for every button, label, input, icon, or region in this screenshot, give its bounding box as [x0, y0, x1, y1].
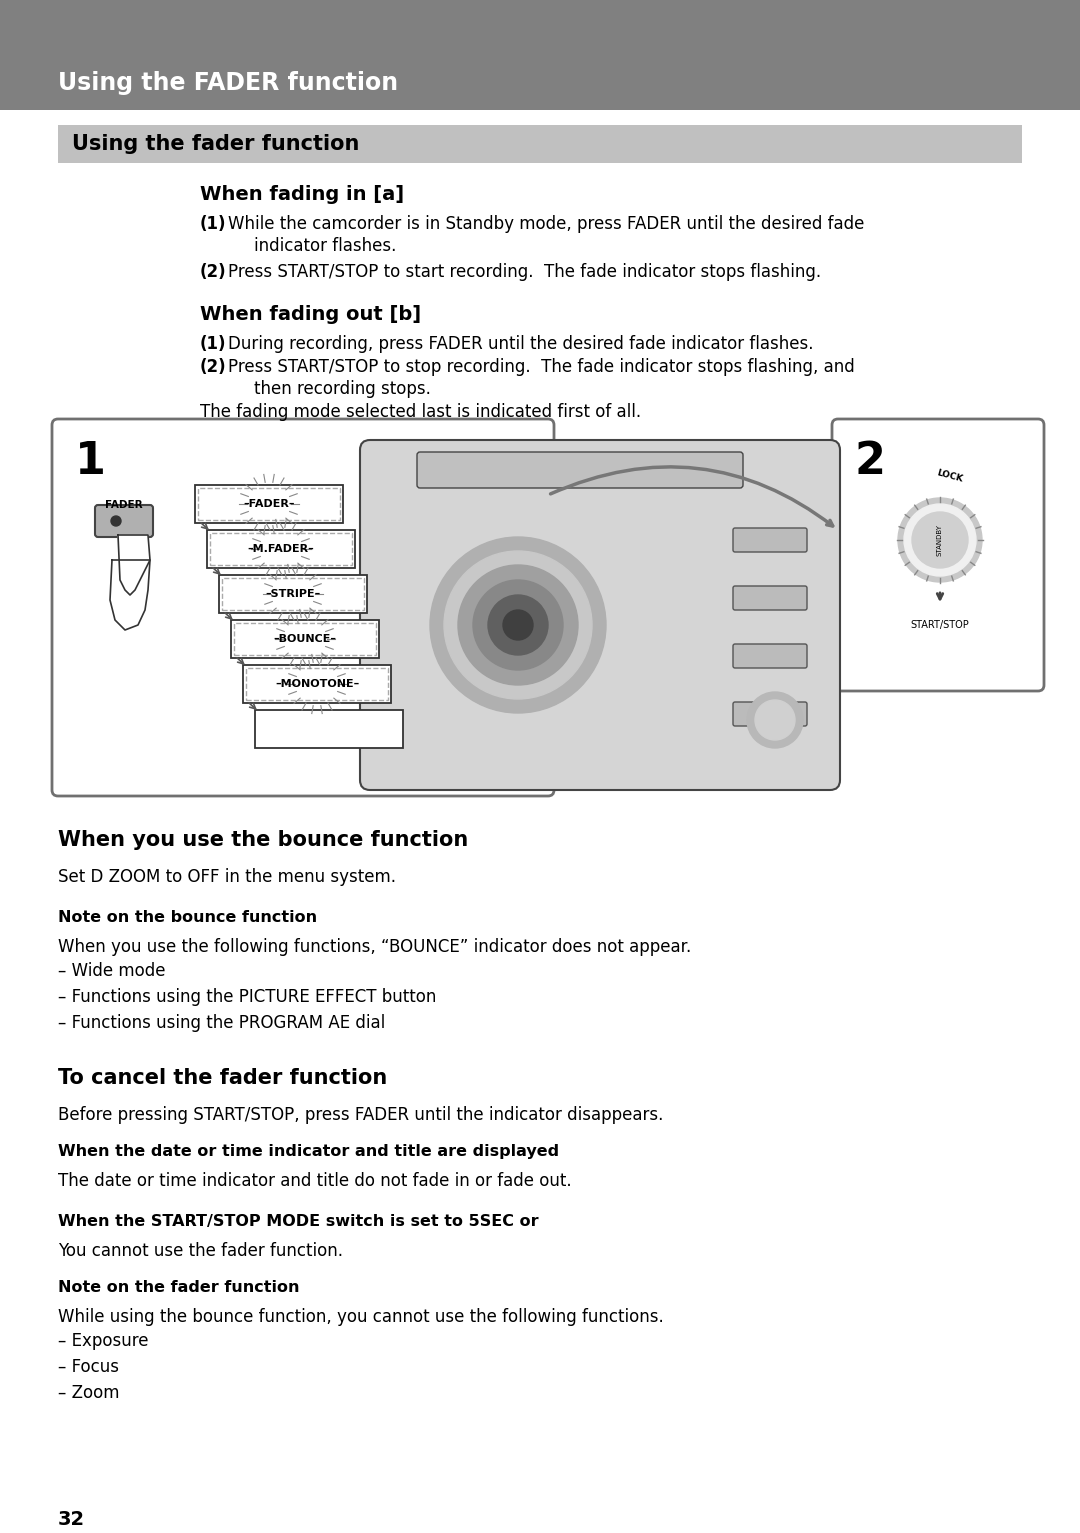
Text: When the date or time indicator and title are displayed: When the date or time indicator and titl…: [58, 1144, 559, 1159]
FancyBboxPatch shape: [0, 0, 1080, 110]
Text: 1: 1: [75, 440, 106, 483]
Text: You cannot use the fader function.: You cannot use the fader function.: [58, 1242, 343, 1260]
Polygon shape: [118, 535, 150, 595]
Text: Press START/STOP to stop recording.  The fade indicator stops flashing, and: Press START/STOP to stop recording. The …: [228, 359, 854, 376]
Text: –MONOTONE–: –MONOTONE–: [275, 679, 360, 688]
Polygon shape: [110, 560, 150, 630]
Circle shape: [912, 512, 968, 569]
FancyBboxPatch shape: [255, 710, 403, 748]
Text: –FADER–: –FADER–: [243, 500, 295, 509]
Circle shape: [503, 610, 534, 639]
Text: – Exposure: – Exposure: [58, 1332, 149, 1351]
FancyBboxPatch shape: [733, 527, 807, 552]
Text: Before pressing START/STOP, press FADER until the indicator disappears.: Before pressing START/STOP, press FADER …: [58, 1105, 663, 1124]
FancyBboxPatch shape: [195, 484, 343, 523]
Circle shape: [473, 579, 563, 670]
Circle shape: [755, 701, 795, 740]
Text: – Zoom: – Zoom: [58, 1384, 120, 1403]
Text: While using the bounce function, you cannot use the following functions.: While using the bounce function, you can…: [58, 1308, 664, 1326]
Text: The date or time indicator and title do not fade in or fade out.: The date or time indicator and title do …: [58, 1173, 571, 1190]
Text: When the START/STOP MODE switch is set to 5SEC or: When the START/STOP MODE switch is set t…: [58, 1214, 539, 1229]
FancyBboxPatch shape: [58, 126, 1022, 162]
Text: Press START/STOP to start recording.  The fade indicator stops flashing.: Press START/STOP to start recording. The…: [228, 264, 821, 281]
Text: FADER: FADER: [105, 500, 143, 510]
Text: Note on the fader function: Note on the fader function: [58, 1280, 299, 1295]
Text: The fading mode selected last is indicated first of all.: The fading mode selected last is indicat…: [200, 403, 642, 422]
FancyBboxPatch shape: [733, 586, 807, 610]
Circle shape: [458, 566, 578, 685]
Text: –M.FADER–: –M.FADER–: [247, 544, 314, 553]
Text: 2: 2: [855, 440, 886, 483]
Text: (2): (2): [200, 264, 227, 281]
Text: –STRIPE–: –STRIPE–: [266, 589, 321, 599]
Text: – Wide mode: – Wide mode: [58, 963, 165, 980]
FancyBboxPatch shape: [733, 644, 807, 668]
Text: – Functions using the PICTURE EFFECT button: – Functions using the PICTURE EFFECT but…: [58, 987, 436, 1006]
Circle shape: [444, 550, 592, 699]
FancyBboxPatch shape: [832, 419, 1044, 691]
Text: Using the fader function: Using the fader function: [72, 133, 360, 153]
Text: When fading in [a]: When fading in [a]: [200, 185, 404, 204]
FancyBboxPatch shape: [95, 504, 153, 537]
Text: (1): (1): [200, 336, 227, 353]
Text: During recording, press FADER until the desired fade indicator flashes.: During recording, press FADER until the …: [228, 336, 813, 353]
Text: (2): (2): [200, 359, 227, 376]
FancyBboxPatch shape: [733, 702, 807, 727]
FancyBboxPatch shape: [243, 665, 391, 704]
Text: – Focus: – Focus: [58, 1358, 119, 1377]
Text: indicator flashes.: indicator flashes.: [254, 238, 396, 254]
Text: then recording stops.: then recording stops.: [254, 380, 431, 399]
Text: (1): (1): [200, 215, 227, 233]
Circle shape: [897, 498, 982, 583]
FancyBboxPatch shape: [360, 440, 840, 789]
FancyBboxPatch shape: [219, 575, 367, 613]
Text: When fading out [b]: When fading out [b]: [200, 305, 421, 323]
FancyBboxPatch shape: [231, 619, 379, 658]
Text: When you use the bounce function: When you use the bounce function: [58, 829, 469, 849]
Text: Set D ZOOM to OFF in the menu system.: Set D ZOOM to OFF in the menu system.: [58, 868, 396, 886]
FancyBboxPatch shape: [52, 419, 554, 796]
Circle shape: [111, 517, 121, 526]
Text: –BOUNCE–: –BOUNCE–: [273, 635, 337, 644]
Text: When you use the following functions, “BOUNCE” indicator does not appear.: When you use the following functions, “B…: [58, 938, 691, 957]
Text: STANDBY: STANDBY: [937, 524, 943, 556]
FancyBboxPatch shape: [417, 452, 743, 487]
Circle shape: [488, 595, 548, 655]
Text: While the camcorder is in Standby mode, press FADER until the desired fade: While the camcorder is in Standby mode, …: [228, 215, 864, 233]
Text: Using the FADER function: Using the FADER function: [58, 71, 399, 95]
Circle shape: [430, 537, 606, 713]
Text: Note on the bounce function: Note on the bounce function: [58, 911, 318, 924]
Text: 32: 32: [58, 1510, 85, 1528]
Circle shape: [904, 504, 976, 576]
Text: LOCK: LOCK: [936, 468, 964, 483]
Circle shape: [747, 691, 804, 748]
Text: To cancel the fader function: To cancel the fader function: [58, 1069, 388, 1088]
FancyBboxPatch shape: [207, 530, 355, 569]
Text: – Functions using the PROGRAM AE dial: – Functions using the PROGRAM AE dial: [58, 1013, 386, 1032]
Text: START/STOP: START/STOP: [910, 619, 970, 630]
